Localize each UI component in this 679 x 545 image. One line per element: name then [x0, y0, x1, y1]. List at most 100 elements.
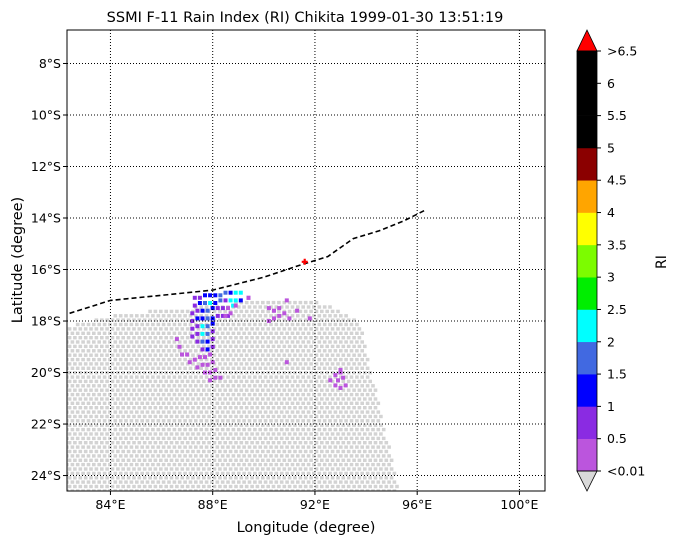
swath-pixel	[118, 340, 123, 344]
swath-pixel	[312, 471, 316, 476]
swath-pixel	[161, 331, 166, 335]
swath-pixel	[379, 467, 383, 471]
swath-pixel	[175, 458, 179, 462]
swath-pixel	[185, 476, 190, 480]
swath-pixel	[325, 423, 329, 427]
swath-pixel	[231, 331, 236, 335]
swath-pixel	[83, 344, 88, 349]
rain-pixel	[272, 316, 276, 321]
swath-pixel	[266, 449, 270, 454]
swath-pixel	[78, 353, 83, 357]
swath-pixel	[379, 414, 383, 419]
swath-pixel	[142, 449, 147, 454]
swath-pixel	[279, 375, 284, 379]
swath-pixel	[183, 384, 187, 388]
swath-pixel	[199, 471, 203, 476]
rain-pixel	[277, 313, 282, 318]
swath-pixel	[234, 344, 238, 349]
swath-pixel	[81, 401, 85, 405]
colorbar-label: RI	[654, 255, 670, 269]
swath-pixel	[180, 423, 185, 427]
swath-pixel	[204, 314, 209, 318]
swath-pixel	[314, 476, 319, 480]
swath-pixel	[153, 423, 158, 427]
swath-pixel	[322, 489, 327, 491]
rain-pixel	[272, 308, 276, 313]
swath-pixel	[75, 419, 80, 423]
swath-pixel	[153, 353, 158, 357]
swath-pixel	[67, 471, 69, 476]
swath-pixel	[282, 432, 287, 436]
swath-pixel	[226, 419, 230, 423]
swath-pixel	[142, 379, 147, 384]
swath-pixel	[285, 384, 289, 388]
y-tick-label: 10°S	[31, 107, 61, 122]
swath-pixel	[212, 353, 217, 357]
swath-pixel	[293, 406, 297, 410]
swath-pixel	[175, 406, 179, 410]
swath-pixel	[234, 300, 238, 305]
swath-pixel	[188, 436, 193, 441]
swath-pixel	[81, 340, 85, 344]
swath-pixel	[269, 357, 273, 362]
swath-pixel	[177, 436, 182, 441]
swath-pixel	[67, 388, 72, 392]
swath-pixel	[102, 489, 107, 491]
swath-pixel	[159, 414, 163, 419]
swath-pixel	[145, 392, 150, 397]
swath-pixel	[237, 427, 241, 432]
swath-pixel	[312, 480, 316, 484]
swath-pixel	[220, 454, 225, 458]
swath-pixel	[312, 357, 316, 362]
swath-pixel	[159, 327, 163, 331]
swath-pixel	[215, 340, 220, 344]
swath-pixel	[312, 462, 316, 467]
swath-pixel	[376, 401, 381, 405]
swath-pixel	[312, 410, 316, 414]
swath-pixel	[333, 489, 338, 491]
swath-pixel	[255, 476, 260, 480]
swath-pixel	[180, 371, 185, 375]
swath-pixel	[306, 410, 311, 414]
swath-pixel	[387, 445, 391, 449]
swath-pixel	[296, 401, 300, 405]
swath-pixel	[344, 427, 348, 432]
swath-pixel	[172, 462, 177, 467]
swath-pixel	[387, 471, 391, 476]
swath-pixel	[325, 476, 329, 480]
swath-pixel	[121, 432, 125, 436]
swath-pixel	[81, 454, 85, 458]
swath-pixel	[333, 462, 338, 467]
swath-pixel	[231, 392, 236, 397]
swath-pixel	[159, 432, 163, 436]
swath-pixel	[333, 349, 338, 353]
swath-pixel	[344, 436, 348, 441]
swath-pixel	[255, 362, 260, 366]
swath-pixel	[306, 322, 311, 327]
x-tick-label: 92°E	[300, 497, 330, 512]
swath-pixel	[336, 476, 340, 480]
swath-pixel	[100, 379, 104, 384]
swath-pixel	[312, 427, 316, 432]
swath-pixel	[344, 454, 348, 458]
swath-pixel	[293, 484, 297, 489]
swath-pixel	[234, 414, 238, 419]
swath-pixel	[266, 336, 270, 340]
swath-pixel	[183, 445, 187, 449]
swath-pixel	[285, 480, 289, 484]
swath-pixel	[142, 388, 147, 392]
swath-pixel	[277, 371, 281, 375]
swath-pixel	[135, 366, 139, 370]
swath-pixel	[333, 445, 338, 449]
swath-pixel	[199, 445, 203, 449]
rain-pixel	[208, 293, 213, 298]
swath-pixel	[92, 392, 96, 397]
swath-pixel	[330, 441, 335, 445]
swath-pixel	[204, 401, 209, 405]
swath-pixel	[153, 397, 158, 401]
swath-pixel	[277, 336, 281, 340]
swath-pixel	[140, 340, 144, 344]
swath-pixel	[387, 462, 391, 467]
swath-pixel	[274, 349, 279, 353]
swath-pixel	[81, 349, 85, 353]
